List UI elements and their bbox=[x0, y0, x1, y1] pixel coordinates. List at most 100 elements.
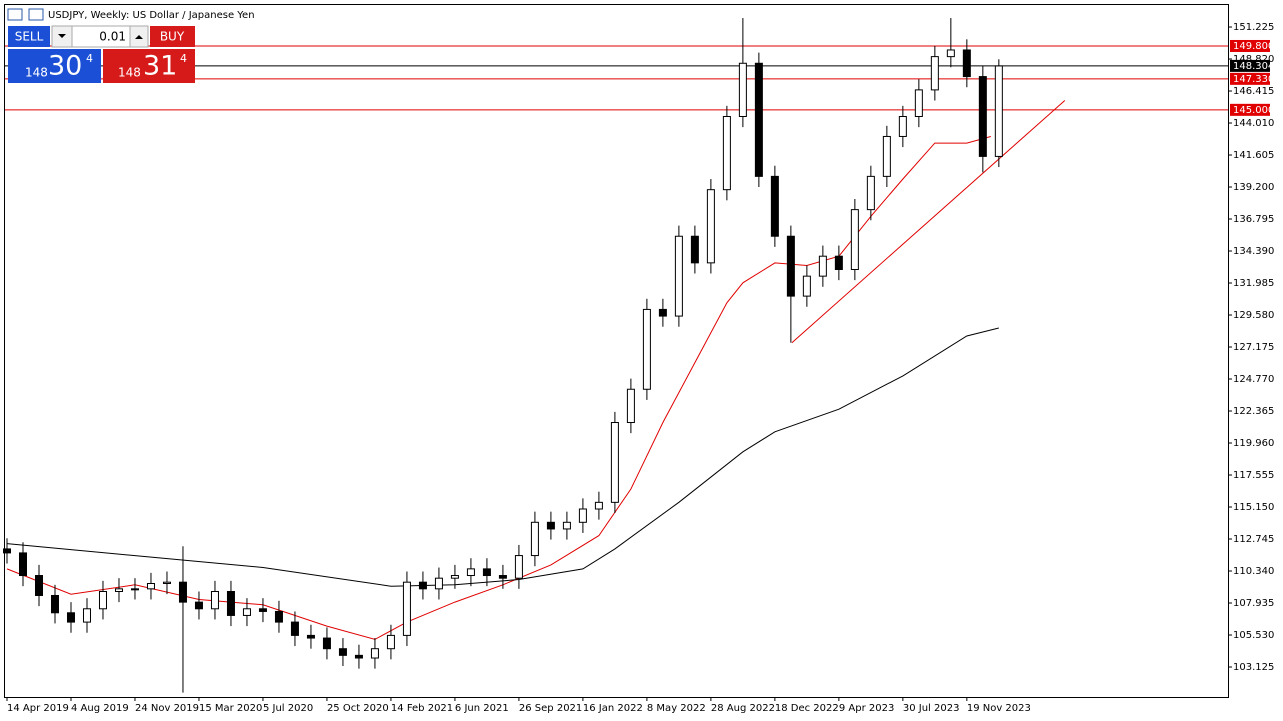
candle-body bbox=[818, 255, 827, 277]
candle-body bbox=[930, 56, 939, 91]
bid-box[interactable] bbox=[8, 49, 101, 83]
bid-main: 30 bbox=[48, 51, 82, 82]
bid-big: 148 bbox=[25, 66, 48, 80]
ask-main: 31 bbox=[143, 51, 177, 82]
level-box bbox=[1230, 72, 1270, 85]
candle-body bbox=[2, 548, 11, 554]
x-tick-label: 5 Jul 2020 bbox=[263, 703, 313, 714]
candle-body bbox=[98, 590, 107, 610]
x-tick-label: 6 Jun 2021 bbox=[455, 703, 509, 714]
y-tick-label: 110.340 bbox=[1233, 566, 1274, 577]
candle-body bbox=[866, 175, 875, 211]
candle-body bbox=[258, 608, 267, 612]
y-tick-label: 107.935 bbox=[1233, 598, 1274, 609]
candle-body bbox=[210, 590, 219, 610]
y-tick-label: 136.795 bbox=[1233, 214, 1274, 225]
y-tick-label: 117.555 bbox=[1233, 470, 1274, 481]
chart-title: USDJPY, Weekly: US Dollar / Japanese Yen bbox=[48, 10, 255, 21]
y-tick-label: 131.985 bbox=[1233, 278, 1274, 289]
candle-body bbox=[466, 568, 475, 577]
level-label: 148.304 bbox=[1233, 61, 1274, 72]
y-tick-label: 139.200 bbox=[1233, 182, 1274, 193]
candle-body bbox=[50, 594, 59, 614]
x-tick-label: 19 Nov 2023 bbox=[967, 703, 1031, 714]
candle-body bbox=[130, 588, 139, 591]
x-tick-label: 28 Aug 2022 bbox=[711, 703, 775, 714]
candle-body bbox=[322, 637, 331, 650]
candle-body bbox=[226, 590, 235, 616]
sell-button[interactable] bbox=[8, 26, 50, 47]
candle-body bbox=[434, 577, 443, 590]
candle-body bbox=[914, 89, 923, 117]
y-tick-label: 144.010 bbox=[1233, 118, 1274, 129]
candle-body bbox=[706, 189, 715, 264]
candle-body bbox=[562, 521, 571, 530]
arrow bbox=[58, 34, 66, 38]
x-tick-label: 14 Feb 2021 bbox=[391, 703, 453, 714]
candle-body bbox=[610, 422, 619, 503]
y-tick-label: 148.820 bbox=[1233, 54, 1274, 65]
candle-body bbox=[770, 175, 779, 237]
buy-button[interactable] bbox=[150, 26, 195, 47]
candle-body bbox=[690, 235, 699, 264]
level-label: 149.800 bbox=[1233, 41, 1274, 52]
y-tick-label: 103.125 bbox=[1233, 662, 1274, 673]
candle-body bbox=[642, 308, 651, 390]
header: USDJPY, Weekly: US Dollar / Japanese Yen bbox=[7, 8, 255, 21]
y-tick-label: 129.580 bbox=[1233, 310, 1274, 321]
arrow bbox=[135, 35, 143, 39]
candle-body bbox=[978, 76, 987, 157]
candle-body bbox=[514, 555, 523, 579]
y-tick-label: 141.605 bbox=[1233, 150, 1274, 161]
candle-body bbox=[786, 235, 795, 297]
candle-body bbox=[546, 521, 555, 530]
candle-body bbox=[306, 634, 315, 639]
x-tick-label: 26 Sep 2021 bbox=[519, 703, 582, 714]
plot-frame bbox=[4, 4, 1229, 698]
candle-body bbox=[498, 575, 507, 579]
y-tick-label: 105.530 bbox=[1233, 630, 1274, 641]
x-tick-label: 8 May 2022 bbox=[647, 703, 706, 714]
x-tick-label: 4 Aug 2019 bbox=[71, 703, 129, 714]
y-tick-label: 151.225 bbox=[1233, 22, 1274, 33]
x-tick-label: 16 Jan 2022 bbox=[583, 703, 643, 714]
candle-body bbox=[402, 581, 411, 636]
ask-small: 4 bbox=[180, 52, 187, 65]
level-box bbox=[1230, 103, 1270, 116]
lot-value: 0.01 bbox=[99, 30, 126, 44]
level-label: 145.000 bbox=[1233, 105, 1274, 116]
candle-body bbox=[898, 115, 907, 137]
candle-body bbox=[962, 49, 971, 78]
candle-body bbox=[738, 62, 747, 117]
candle-body bbox=[674, 235, 683, 317]
candle-body bbox=[178, 581, 187, 603]
candle-body bbox=[82, 608, 91, 623]
y-tick-label: 146.415 bbox=[1233, 86, 1274, 97]
x-tick-label: 18 Dec 2022 bbox=[775, 703, 839, 714]
level-label: 147.330 bbox=[1233, 74, 1274, 85]
candle-body bbox=[578, 508, 587, 523]
candle-body bbox=[194, 601, 203, 610]
ask-box[interactable] bbox=[103, 49, 195, 83]
candle-body bbox=[370, 648, 379, 659]
bid-small: 4 bbox=[86, 52, 93, 65]
buy-label: BUY bbox=[160, 30, 185, 44]
y-tick-label: 115.150 bbox=[1233, 502, 1274, 513]
trade-panel: SELL 0.01 BUY 148 30 4 148 31 4 bbox=[8, 25, 195, 83]
candle-body bbox=[450, 575, 459, 579]
candle-body bbox=[482, 568, 491, 577]
candle-body bbox=[882, 135, 891, 177]
candle-body bbox=[354, 654, 363, 659]
y-tick-label: 112.745 bbox=[1233, 534, 1274, 545]
x-tick-label: 30 Jul 2023 bbox=[903, 703, 960, 714]
x-tick-label: 25 Oct 2020 bbox=[327, 703, 389, 714]
ask-big: 148 bbox=[118, 66, 141, 80]
candle-body bbox=[802, 275, 811, 297]
level-box bbox=[1230, 59, 1270, 72]
x-tick-label: 24 Nov 2019 bbox=[135, 703, 199, 714]
candle-body bbox=[530, 521, 539, 557]
candle-body bbox=[18, 552, 27, 577]
level-box bbox=[1230, 39, 1270, 52]
